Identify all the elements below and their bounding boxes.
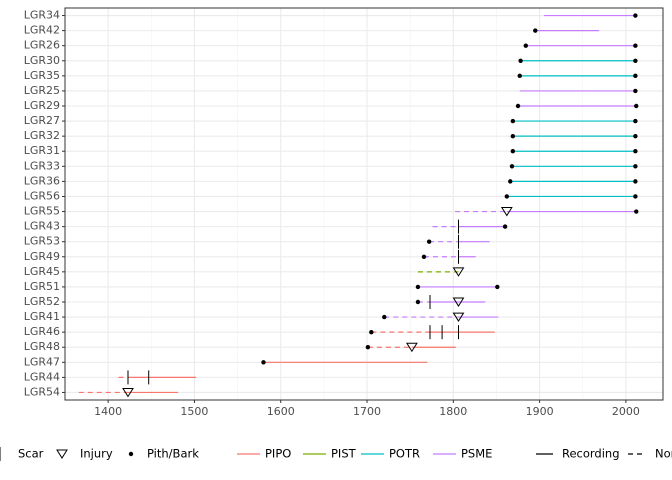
axes: 1400 1500 1600 1700 1800 1900 2000 LGR34 LGR42 LG… — [24, 9, 640, 418]
x-tick-label: 1400 — [94, 405, 122, 418]
y-tick-label: LGR35 — [24, 69, 60, 82]
y-tick-label: LGR54 — [24, 385, 60, 398]
pith-bark — [382, 314, 387, 320]
pith-bark — [426, 239, 432, 244]
pith-bark — [633, 88, 638, 94]
pith-bark — [510, 118, 516, 124]
legend-label: PIPO — [265, 447, 291, 461]
legend-label: POTR — [389, 447, 420, 461]
pith-bark — [517, 73, 522, 79]
y-tick-label: LGR30 — [24, 54, 60, 67]
legend-label: PIST — [331, 447, 357, 461]
pith-bark — [415, 284, 421, 290]
pith-bark — [421, 254, 427, 259]
pith-bark — [634, 209, 639, 214]
pith-bark — [634, 103, 639, 109]
pith-bark — [415, 299, 421, 305]
pith-bark — [510, 149, 516, 154]
x-tick-label: 2000 — [612, 405, 640, 418]
y-tick-label: LGR32 — [24, 129, 60, 142]
pith-bark — [515, 103, 521, 109]
y-tick-label: LGR45 — [24, 265, 60, 278]
legend-pith-bark — [128, 451, 134, 457]
pith-bark — [369, 329, 374, 335]
y-tick-label: LGR27 — [24, 114, 60, 127]
pith-bark — [504, 194, 510, 199]
pith-bark — [495, 284, 500, 290]
y-tick-label: LGR52 — [24, 295, 60, 308]
legend: Scar Injury Pith/Bark PIPO PIST POTR PSME Recor… — [0, 447, 672, 461]
y-tick-label: LGR51 — [24, 280, 60, 293]
y-tick-label: LGR26 — [24, 39, 60, 52]
pith-bark — [509, 164, 515, 169]
y-tick-label: LGR36 — [24, 174, 60, 187]
panel-border — [64, 7, 664, 401]
legend-label: Recording — [562, 447, 620, 461]
x-tick-label: 1900 — [526, 405, 554, 418]
pith-bark — [502, 224, 508, 229]
pith-bark — [518, 58, 523, 63]
x-tick-label: 1600 — [267, 405, 295, 418]
x-tick-label: 1800 — [439, 405, 467, 418]
injury — [452, 267, 465, 277]
y-tick-label: LGR46 — [24, 325, 60, 338]
pith-bark — [633, 149, 638, 154]
pith-bark — [633, 43, 638, 48]
pith-bark — [508, 179, 513, 184]
legend-label: Injury — [80, 447, 113, 461]
injury — [122, 387, 134, 398]
y-tick-label: LGR47 — [24, 355, 60, 368]
y-tick-label: LGR42 — [24, 24, 60, 37]
pith-bark — [365, 345, 371, 350]
y-tick-label: LGR43 — [24, 220, 60, 233]
pith-bark — [523, 43, 528, 48]
legend-label: Pith/Bark — [147, 447, 199, 461]
y-tick-label: LGR56 — [24, 189, 60, 202]
pith-bark — [633, 58, 638, 63]
y-tick-label: LGR55 — [24, 205, 60, 218]
pith-bark — [633, 73, 638, 79]
y-tick-label: LGR29 — [24, 99, 60, 112]
x-tick-label: 1700 — [353, 405, 381, 418]
plot-marks — [78, 13, 639, 398]
legend-label: Non-recording — [655, 447, 672, 461]
pith-bark — [261, 360, 266, 365]
pith-bark — [633, 133, 638, 139]
y-tick-label: LGR49 — [24, 250, 60, 263]
pith-bark — [633, 179, 638, 184]
injury — [405, 342, 418, 353]
injury — [452, 312, 465, 323]
pith-bark — [633, 118, 638, 124]
y-tick-label: LGR53 — [24, 235, 60, 248]
legend-injury — [56, 449, 68, 459]
pith-bark — [510, 133, 516, 139]
injury — [500, 207, 513, 217]
y-tick-label: LGR48 — [24, 340, 60, 353]
pith-bark — [533, 28, 538, 33]
y-tick-label: LGR41 — [24, 310, 60, 323]
y-tick-label: LGR25 — [24, 84, 60, 97]
pith-bark — [633, 164, 638, 169]
legend-label: Scar — [18, 447, 44, 461]
legend-label: PSME — [461, 447, 492, 461]
pith-bark — [633, 13, 638, 18]
x-tick-label: 1500 — [180, 405, 208, 418]
y-tick-label: LGR33 — [24, 159, 60, 172]
injury — [452, 297, 465, 307]
y-tick-label: LGR34 — [24, 9, 60, 22]
y-tick-label: LGR31 — [24, 144, 60, 157]
y-tick-label: LGR44 — [24, 370, 60, 383]
pith-bark — [633, 194, 638, 199]
